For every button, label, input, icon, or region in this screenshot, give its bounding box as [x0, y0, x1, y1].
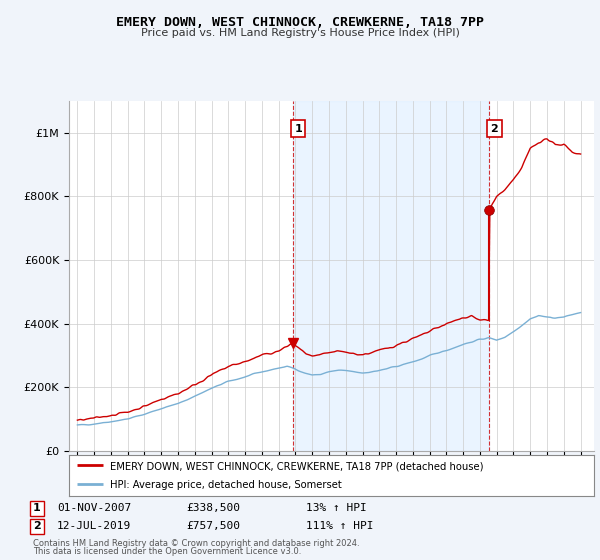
Text: EMERY DOWN, WEST CHINNOCK, CREWKERNE, TA18 7PP (detached house): EMERY DOWN, WEST CHINNOCK, CREWKERNE, TA…	[110, 461, 484, 471]
Text: HPI: Average price, detached house, Somerset: HPI: Average price, detached house, Some…	[110, 480, 342, 490]
Text: £757,500: £757,500	[186, 521, 240, 531]
Text: Price paid vs. HM Land Registry's House Price Index (HPI): Price paid vs. HM Land Registry's House …	[140, 28, 460, 38]
Text: 13% ↑ HPI: 13% ↑ HPI	[306, 503, 367, 514]
Text: This data is licensed under the Open Government Licence v3.0.: This data is licensed under the Open Gov…	[33, 547, 301, 556]
Text: £338,500: £338,500	[186, 503, 240, 514]
Text: Contains HM Land Registry data © Crown copyright and database right 2024.: Contains HM Land Registry data © Crown c…	[33, 539, 359, 548]
Text: 2: 2	[33, 521, 41, 531]
Text: EMERY DOWN, WEST CHINNOCK, CREWKERNE, TA18 7PP: EMERY DOWN, WEST CHINNOCK, CREWKERNE, TA…	[116, 16, 484, 29]
Text: 111% ↑ HPI: 111% ↑ HPI	[306, 521, 373, 531]
Text: 2: 2	[491, 124, 499, 134]
Text: 12-JUL-2019: 12-JUL-2019	[57, 521, 131, 531]
Text: 01-NOV-2007: 01-NOV-2007	[57, 503, 131, 514]
Bar	[293, 101, 489, 451]
Text: 1: 1	[295, 124, 302, 134]
Text: 1: 1	[33, 503, 41, 514]
